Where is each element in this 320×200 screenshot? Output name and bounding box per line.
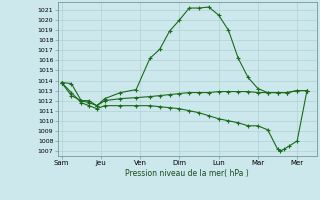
X-axis label: Pression niveau de la mer( hPa ): Pression niveau de la mer( hPa ) (125, 169, 249, 178)
